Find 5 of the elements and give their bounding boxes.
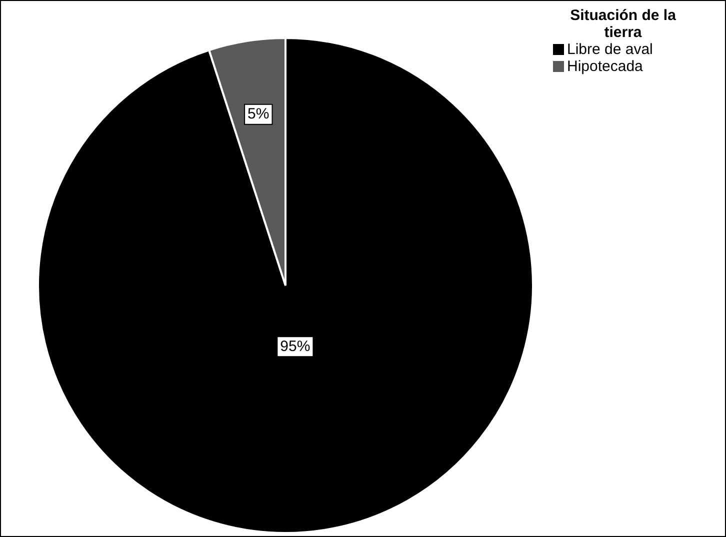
legend-label: Hipotecada: [567, 58, 643, 75]
data-label: 95%: [280, 338, 310, 355]
legend-title: Situación de la tierra: [569, 7, 677, 41]
legend-label: Libre de aval: [567, 41, 653, 58]
data-label: 5%: [248, 106, 270, 123]
